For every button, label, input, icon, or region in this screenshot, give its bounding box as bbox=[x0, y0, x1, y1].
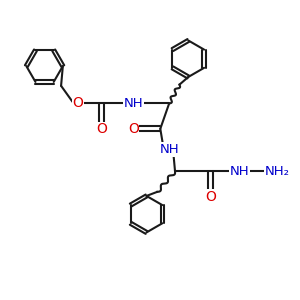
Text: NH: NH bbox=[159, 143, 179, 156]
Text: NH₂: NH₂ bbox=[265, 165, 290, 178]
Text: O: O bbox=[96, 122, 107, 136]
Text: NH: NH bbox=[124, 97, 144, 110]
Text: NH: NH bbox=[230, 165, 249, 178]
Text: O: O bbox=[128, 122, 139, 136]
Text: O: O bbox=[72, 97, 83, 110]
Text: O: O bbox=[205, 190, 216, 204]
